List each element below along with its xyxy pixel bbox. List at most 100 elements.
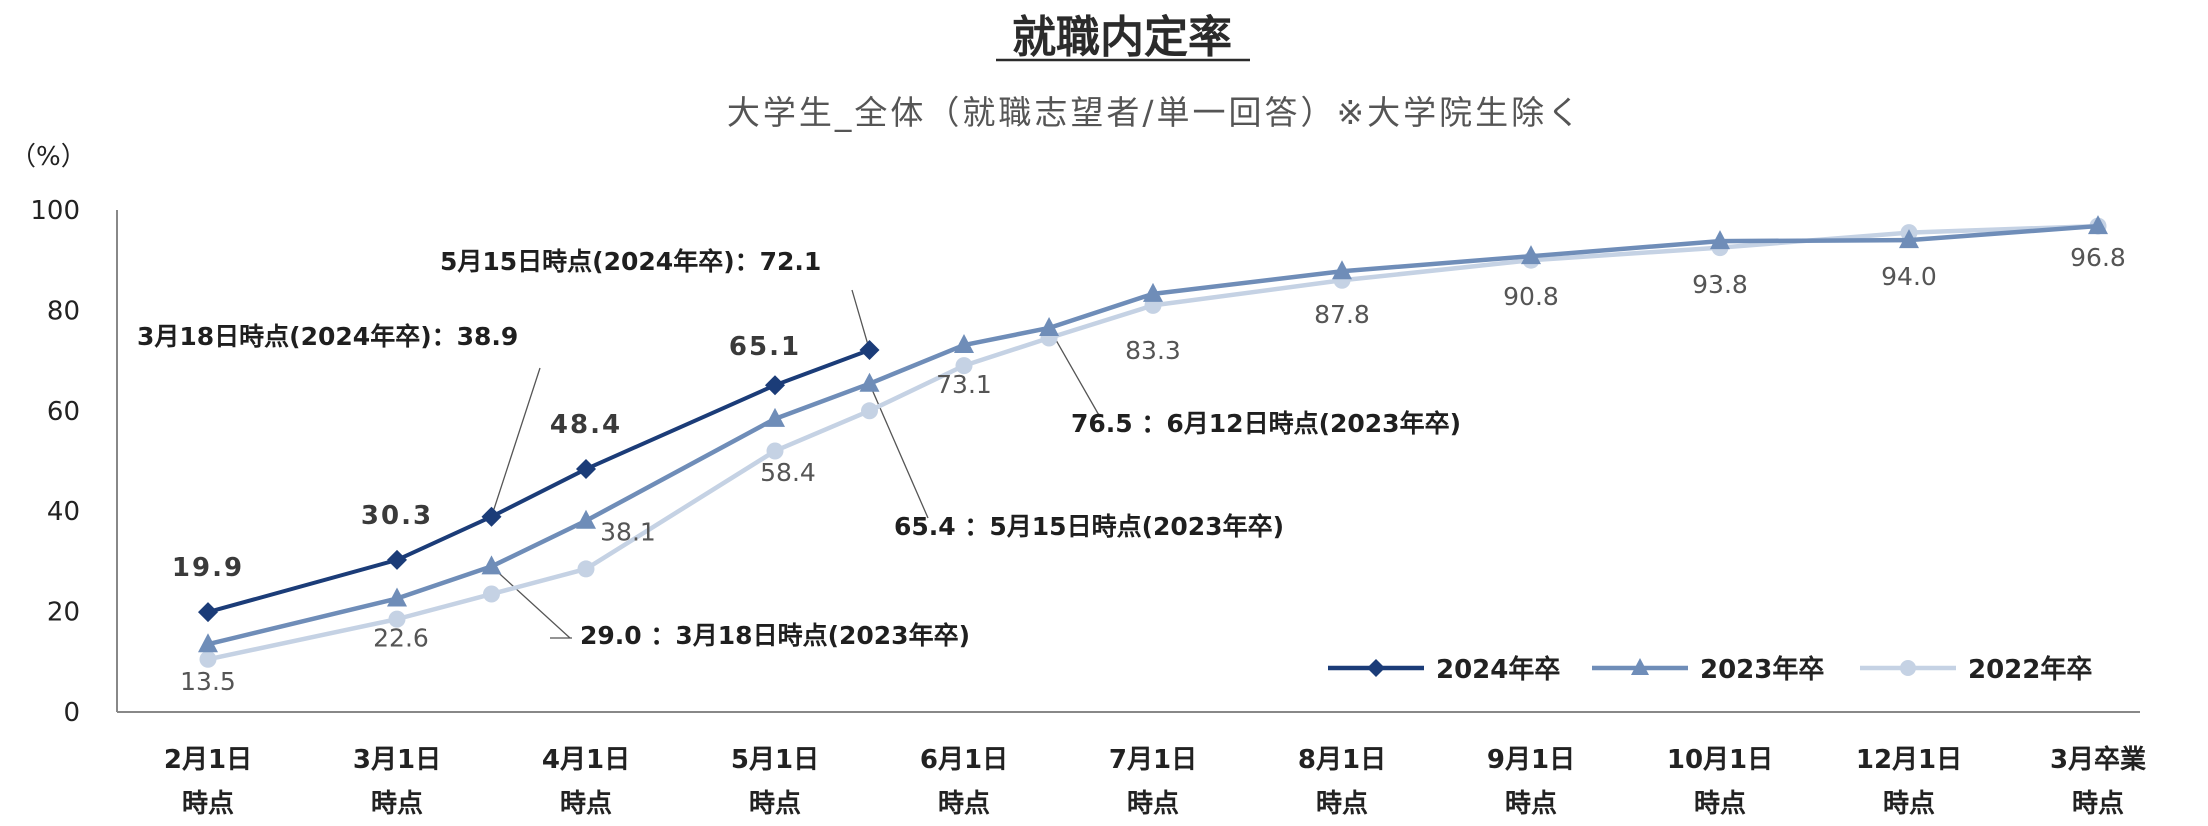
x-tick-label: 時点: [1694, 788, 1746, 819]
series-layer: [198, 215, 2108, 668]
x-tick-label: 時点: [182, 788, 234, 819]
data-label-2023: 90.8: [1503, 282, 1559, 311]
x-tick-label: 6月1日: [920, 745, 1008, 775]
data-point-triangle: [481, 555, 502, 575]
legend-marker-diamond: [1367, 659, 1385, 677]
x-tick-label: 7月1日: [1109, 745, 1197, 775]
series-line-2022年卒: [207, 223, 2099, 662]
x-tick-label: 12月1日: [1856, 745, 1962, 775]
data-point-triangle: [954, 334, 974, 354]
x-tick-label: 3月1日: [353, 745, 441, 775]
data-point-diamond: [387, 549, 407, 570]
data-point-circle: [861, 402, 878, 420]
annotation-leader-line: [490, 367, 541, 517]
x-tick-label: 4月1日: [542, 745, 630, 775]
x-tick-label: 8月1日: [1298, 745, 1386, 775]
data-point-diamond: [576, 459, 596, 480]
y-tick-label: 20: [47, 598, 80, 628]
data-label-2023: 22.6: [373, 624, 429, 653]
data-point-triangle: [387, 587, 407, 607]
data-label-2023: 58.4: [760, 458, 816, 487]
x-tick-label: 9月1日: [1487, 745, 1575, 775]
data-label-2024: 19.9: [172, 553, 244, 583]
annotation-label: 65.4 ：5月15日時点(2023年卒): [894, 512, 1284, 541]
legend-marker-circle: [1900, 660, 1916, 676]
annotation-leader-line: [491, 565, 571, 639]
legend-marker-triangle: [1631, 658, 1649, 675]
legend-label: 2023年卒: [1700, 654, 1824, 685]
data-point-triangle: [2088, 215, 2108, 235]
data-label-2023: 73.1: [936, 370, 992, 399]
data-point-triangle: [1521, 245, 1541, 265]
annotation-leaders: [490, 289, 1101, 639]
data-labels: 19.9 30.3 48.4 65.1 13.5 22.6 38.1 58.4 73.1 83.3…: [172, 243, 2126, 696]
data-point-triangle: [1143, 282, 1163, 302]
x-tick-label: 時点: [2072, 788, 2124, 819]
annotation-label: 29.0 ：3月18日時点(2023年卒): [580, 621, 970, 650]
data-point-circle: [388, 610, 406, 628]
data-point-triangle: [1332, 260, 1352, 280]
data-label-2023: 87.8: [1314, 300, 1370, 329]
data-label-2024: 48.4: [550, 410, 622, 440]
data-point-circle: [199, 650, 217, 668]
x-tick-label: 時点: [749, 788, 801, 819]
y-axis-ticks: 0 20 40 60 80 100: [30, 196, 80, 728]
data-label-2023: 83.3: [1125, 336, 1181, 365]
annotation-leader-line: [1048, 327, 1101, 418]
data-point-diamond: [859, 340, 880, 361]
data-label-2023: 93.8: [1692, 270, 1748, 299]
x-tick-label: 時点: [1505, 788, 1557, 819]
y-tick-label: 60: [47, 397, 80, 427]
annotation-label: 76.5 ：6月12日時点(2023年卒): [1071, 409, 1461, 438]
series-line-2023年卒: [207, 223, 2099, 647]
data-point-triangle: [576, 509, 596, 529]
data-label-2023: 13.5: [180, 667, 236, 696]
x-tick-label: 時点: [560, 788, 612, 819]
data-point-circle: [766, 442, 784, 460]
x-tick-label: 時点: [1316, 788, 1368, 819]
data-point-circle: [577, 560, 595, 578]
data-label-2023: 96.8: [2070, 243, 2126, 272]
x-tick-label: 3月卒業: [2050, 744, 2146, 775]
x-tick-label: 10月1日: [1667, 745, 1773, 775]
annotation-leader-line: [868, 383, 929, 519]
annotation-leader-line: [851, 289, 871, 351]
x-tick-label: 5月1日: [731, 745, 819, 775]
data-label-2024: 30.3: [361, 501, 433, 531]
data-point-triangle: [859, 372, 880, 392]
data-point-circle: [483, 585, 500, 603]
x-tick-label: 時点: [371, 788, 423, 819]
annotations: 5月15日時点(2024年卒)：72.1 3月18日時点(2024年卒)：38.9…: [137, 247, 1461, 650]
y-tick-label: 0: [63, 698, 80, 728]
data-point-triangle: [1039, 316, 1060, 336]
data-point-triangle: [198, 633, 218, 653]
legend-label: 2024年卒: [1436, 654, 1560, 685]
chart-title: 就職内定率: [1012, 12, 1232, 63]
y-tick-label: 100: [30, 196, 80, 226]
chart-subtitle: 大学生_全体（就職志望者/単一回答）※大学院生除く: [727, 93, 1583, 132]
data-label-2024: 65.1: [729, 332, 801, 362]
annotation-label: 5月15日時点(2024年卒)：72.1: [440, 247, 821, 276]
data-point-circle: [955, 357, 973, 375]
y-tick-label: 80: [47, 296, 80, 326]
data-label-2023: 38.1: [600, 518, 656, 547]
data-point-diamond: [198, 602, 218, 623]
x-tick-label: 時点: [1127, 788, 1179, 819]
data-point-diamond: [481, 506, 502, 527]
x-tick-label: 時点: [938, 788, 990, 819]
data-point-triangle: [1899, 229, 1919, 249]
data-label-2023: 94.0: [1881, 262, 1937, 291]
legend: 2024年卒 2023年卒 2022年卒: [1328, 654, 2092, 685]
data-point-diamond: [765, 375, 785, 396]
x-tick-label: 2月1日: [164, 745, 252, 775]
legend-label: 2022年卒: [1968, 654, 2092, 685]
annotation-label: 3月18日時点(2024年卒)：38.9: [137, 322, 518, 351]
y-axis-unit: （%）: [10, 142, 87, 172]
y-tick-label: 40: [47, 497, 80, 527]
data-point-triangle: [765, 407, 785, 427]
x-tick-label: 時点: [1883, 788, 1935, 819]
series-line-2024年卒: [207, 348, 871, 615]
data-point-triangle: [1710, 230, 1730, 250]
